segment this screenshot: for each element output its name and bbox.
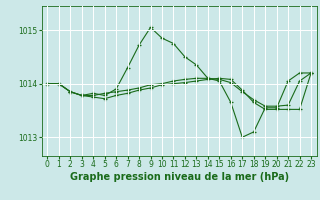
X-axis label: Graphe pression niveau de la mer (hPa): Graphe pression niveau de la mer (hPa) <box>70 172 289 182</box>
